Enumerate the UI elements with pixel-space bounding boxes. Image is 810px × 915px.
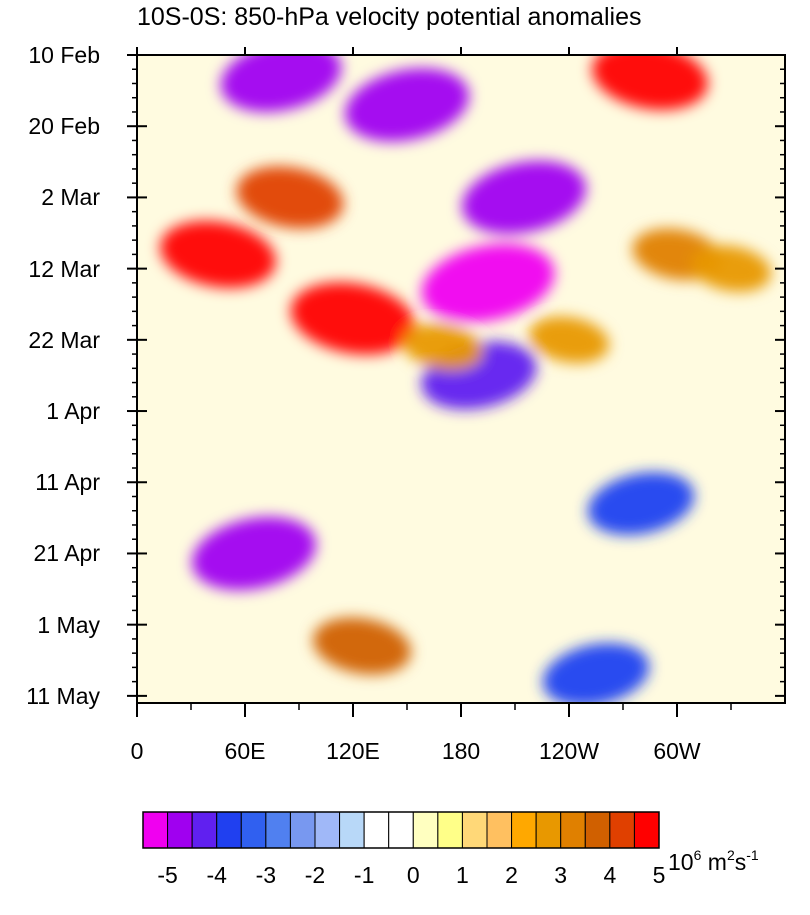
y-tick-label: 10 Feb [28, 42, 100, 68]
colorbar-tick-label: 4 [603, 862, 617, 888]
y-tick-label: 1 Apr [46, 398, 100, 425]
colorbar-cell [412, 811, 439, 849]
heatmap-feature [160, 220, 276, 288]
colorbar-tick-label: 5 [652, 862, 666, 888]
colorbar-cell [167, 811, 193, 849]
colorbar-cell [535, 811, 562, 849]
colorbar-cell [584, 811, 611, 849]
heatmap-feature [690, 245, 772, 292]
y-tick-label: 21 Apr [33, 540, 101, 567]
colorbar-tick-label: -3 [255, 862, 277, 888]
colorbar-tick-label: 2 [505, 862, 518, 888]
y-tick-label: 2 Mar [41, 184, 100, 211]
heatmap-feature [542, 643, 650, 703]
heatmap-feature [290, 282, 416, 355]
y-tick-label: 1 May [37, 611, 100, 638]
colorbar-cell [437, 811, 463, 849]
colorbar-cell [511, 811, 537, 849]
colorbar-cell [388, 811, 414, 849]
colorbar-frame [142, 811, 660, 849]
y-tick-label: 11 May [26, 682, 100, 709]
y-tick-label: 22 Mar [28, 326, 100, 353]
heatmap-feature [592, 55, 708, 110]
x-tick-label: 180 [441, 738, 481, 764]
heatmap-feature [421, 243, 555, 323]
heatmap-feature [191, 516, 317, 591]
x-tick-label: 0 [130, 738, 144, 764]
heatmap-feature [220, 55, 342, 112]
heatmap-feature [528, 316, 610, 364]
colorbar-cell [339, 811, 365, 849]
chart-title: 10S-0S: 850-hPa velocity potential anoma… [137, 3, 642, 31]
colorbar-cell [363, 811, 390, 849]
heatmap-feature [344, 68, 470, 142]
y-tick-label: 12 Mar [28, 255, 100, 282]
heatmap-feature [587, 472, 695, 536]
heatmap-feature [461, 160, 587, 235]
x-tick-label: 60E [224, 738, 266, 764]
colorbar-tick-label: -4 [206, 862, 227, 888]
colorbar-cell [314, 811, 341, 849]
x-tick-label: 120W [538, 738, 600, 764]
colorbar-cell [633, 811, 660, 849]
x-tick-label: 120E [326, 738, 380, 764]
heatmap-feature [313, 617, 411, 675]
heatmap-feature [402, 323, 484, 371]
colorbar-cell [142, 811, 169, 849]
colorbar-tick-label: -1 [353, 862, 375, 888]
colorbar-cell [609, 811, 635, 849]
colorbar-tick-label: 3 [554, 862, 568, 888]
colorbar [142, 811, 660, 849]
axis-ticks [127, 47, 785, 717]
colorbar-cell [216, 811, 242, 849]
colorbar-tick-label: -2 [304, 862, 326, 888]
colorbar-tick-label: 0 [406, 862, 420, 888]
heatmap-feature [236, 166, 344, 229]
colorbar-units: 106 m2s-1 [668, 847, 759, 875]
colorbar-tick-label: 1 [456, 862, 469, 888]
colorbar-cell [191, 811, 218, 849]
colorbar-cell [265, 811, 291, 849]
heatmap-field [137, 55, 785, 703]
colorbar-cell [486, 811, 513, 849]
colorbar-tick-label: -5 [157, 862, 178, 888]
colorbar-cell [289, 811, 316, 849]
y-tick-label: 11 Apr [35, 469, 100, 496]
x-tick-label: 60W [653, 738, 701, 764]
y-tick-label: 20 Feb [28, 113, 100, 140]
colorbar-cell [461, 811, 488, 849]
colorbar-cell [560, 811, 586, 849]
colorbar-cell [240, 811, 267, 849]
